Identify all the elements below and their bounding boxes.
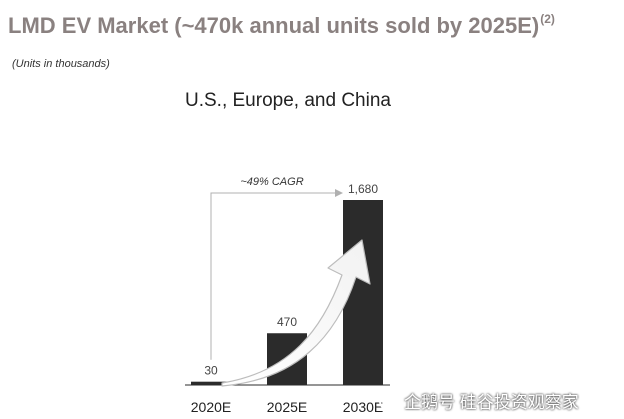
data-label-2020E: 30 — [204, 364, 218, 378]
page-title: LMD EV Market (~470k annual units sold b… — [8, 12, 555, 38]
bar-2020E — [191, 381, 231, 385]
data-label-2025E: 470 — [277, 315, 297, 329]
title-footnote-ref: (2) — [540, 12, 555, 26]
tick-label-2020E: 2020E — [191, 399, 231, 415]
growth-arrow — [221, 239, 371, 387]
cagr-arrowhead — [335, 189, 343, 197]
wechat-logo-icon — [378, 390, 400, 412]
tick-label-2030E: 2030E — [343, 399, 383, 415]
cagr-bracket-line — [210, 192, 335, 360]
data-label-2030E: 1,680 — [348, 182, 378, 196]
units-note: (Units in thousands) — [12, 58, 110, 70]
watermark-text: 企鹅号 硅谷投资观察家 — [404, 393, 579, 412]
watermark: 企鹅号 硅谷投资观察家 — [378, 388, 579, 413]
tick-label-2025E: 2025E — [267, 399, 307, 415]
cagr-label: ~49% CAGR — [240, 176, 303, 188]
chart-title: U.S., Europe, and China — [185, 90, 391, 111]
